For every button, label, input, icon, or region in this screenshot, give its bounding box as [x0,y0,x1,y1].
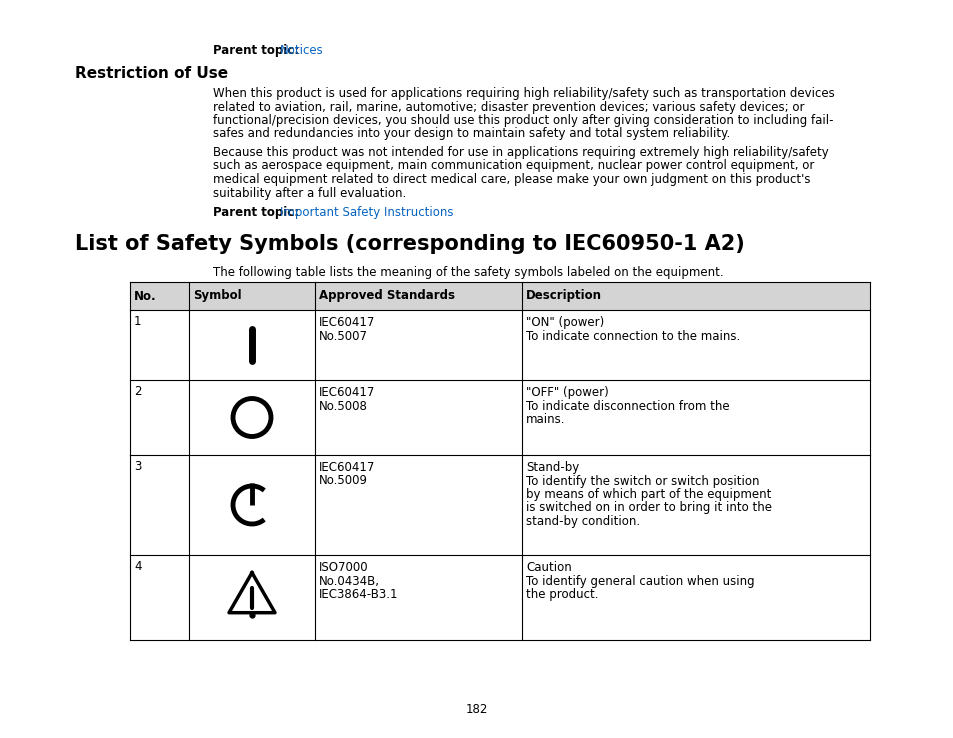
Text: Important Safety Instructions: Important Safety Instructions [280,206,453,219]
Text: IEC60417: IEC60417 [318,316,375,329]
Text: IEC60417: IEC60417 [318,461,375,474]
Text: related to aviation, rail, marine, automotive; disaster prevention devices; vari: related to aviation, rail, marine, autom… [213,100,803,114]
Text: When this product is used for applications requiring high reliability/safety suc: When this product is used for applicatio… [213,87,834,100]
Text: No.: No. [133,289,156,303]
Text: Symbol: Symbol [193,289,241,303]
Text: Parent topic:: Parent topic: [213,44,303,57]
Text: safes and redundancies into your design to maintain safety and total system reli: safes and redundancies into your design … [213,128,729,140]
Text: suitability after a full evaluation.: suitability after a full evaluation. [213,187,406,199]
Text: Restriction of Use: Restriction of Use [75,66,228,81]
Text: No.5008: No.5008 [318,399,368,413]
Text: Parent topic:: Parent topic: [213,206,303,219]
Text: To identify the switch or switch position: To identify the switch or switch positio… [525,475,759,488]
Text: 4: 4 [133,560,141,573]
Text: the product.: the product. [525,588,598,601]
Text: No.0434B,: No.0434B, [318,574,379,587]
Text: No.5007: No.5007 [318,329,368,342]
Text: To identify general caution when using: To identify general caution when using [525,574,754,587]
Text: mains.: mains. [525,413,565,426]
Text: To indicate connection to the mains.: To indicate connection to the mains. [525,329,740,342]
Text: functional/precision devices, you should use this product only after giving cons: functional/precision devices, you should… [213,114,833,127]
Text: stand-by condition.: stand-by condition. [525,515,639,528]
Text: IEC60417: IEC60417 [318,386,375,399]
Text: Approved Standards: Approved Standards [318,289,455,303]
Text: medical equipment related to direct medical care, please make your own judgment : medical equipment related to direct medi… [213,173,810,186]
Text: Caution: Caution [525,561,571,574]
Text: To indicate disconnection from the: To indicate disconnection from the [525,399,729,413]
Text: Notices: Notices [280,44,323,57]
Text: Because this product was not intended for use in applications requiring extremel: Because this product was not intended fo… [213,146,828,159]
Text: 2: 2 [133,385,141,398]
Text: 182: 182 [465,703,488,716]
Bar [130,282,869,310]
Text: "OFF" (power): "OFF" (power) [525,386,608,399]
Text: The following table lists the meaning of the safety symbols labeled on the equip: The following table lists the meaning of… [213,266,723,279]
Text: 3: 3 [133,460,141,473]
Text: Stand-by: Stand-by [525,461,578,474]
Text: such as aerospace equipment, main communication equipment, nuclear power control: such as aerospace equipment, main commun… [213,159,814,173]
Text: 1: 1 [133,315,141,328]
Text: "ON" (power): "ON" (power) [525,316,603,329]
Text: by means of which part of the equipment: by means of which part of the equipment [525,488,771,501]
Text: List of Safety Symbols (corresponding to IEC60950-1 A2): List of Safety Symbols (corresponding to… [75,234,744,254]
Text: ISO7000: ISO7000 [318,561,368,574]
Text: IEC3864-B3.1: IEC3864-B3.1 [318,588,398,601]
Text: is switched on in order to bring it into the: is switched on in order to bring it into… [525,502,771,514]
Text: Description: Description [525,289,601,303]
Text: No.5009: No.5009 [318,475,368,488]
